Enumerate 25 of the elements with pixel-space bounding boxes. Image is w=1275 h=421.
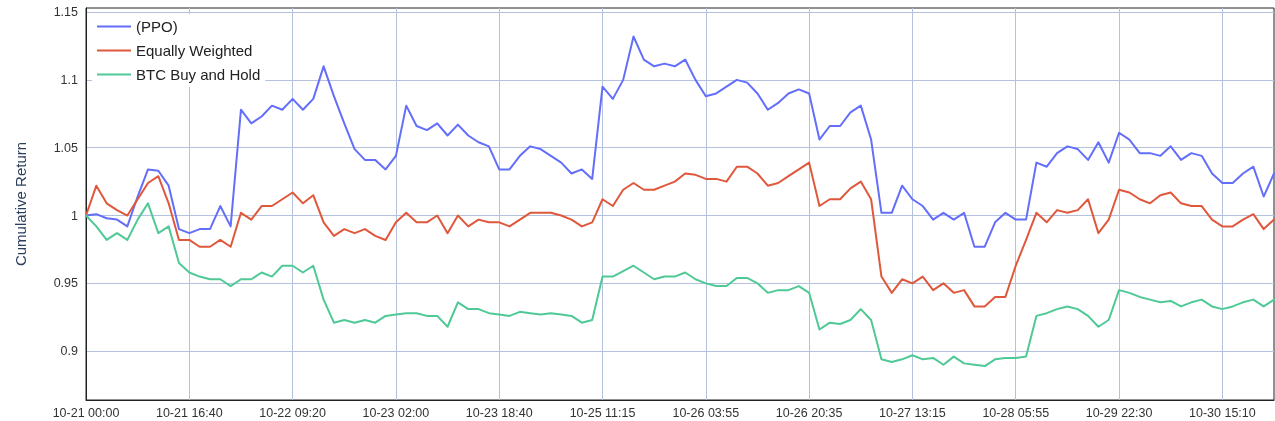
y-tick-label: 1.05: [53, 140, 79, 155]
legend-label: BTC Buy and Hold: [136, 66, 261, 83]
y-tick-label: 0.95: [53, 276, 79, 291]
y-tick-label: 1.1: [60, 72, 79, 87]
x-tick-label: 10-29 22:30: [1085, 405, 1153, 420]
x-tick-label: 10-25 11:15: [569, 405, 636, 420]
line-series: [85, 161, 1275, 308]
x-tick-label: 10-23 02:00: [362, 405, 430, 420]
legend-label: (PPO): [136, 18, 178, 35]
x-tick-label: 10-28 05:55: [982, 405, 1050, 420]
line-series: [85, 35, 1275, 248]
x-tick-label: 10-27 13:15: [879, 405, 946, 420]
x-tick-label: 10-21 16:40: [155, 405, 223, 420]
y-tick-label: 0.9: [60, 344, 79, 359]
x-tick-label: 10-21 00:00: [52, 405, 120, 420]
x-tick-label: 10-23 18:40: [465, 405, 533, 420]
x-tick-label: 10-22 09:20: [259, 405, 327, 420]
x-tick-label: 10-30 15:10: [1188, 405, 1256, 420]
legend-label: Equally Weighted: [136, 42, 253, 59]
y-axis-title: Cumulative Return: [12, 141, 29, 267]
x-tick-label: 10-26 03:55: [672, 405, 740, 420]
x-tick-label: 10-26 20:35: [775, 405, 843, 420]
y-tick-label: 1: [71, 208, 79, 223]
line-series: [85, 202, 1275, 368]
y-tick-label: 1.15: [53, 5, 79, 20]
